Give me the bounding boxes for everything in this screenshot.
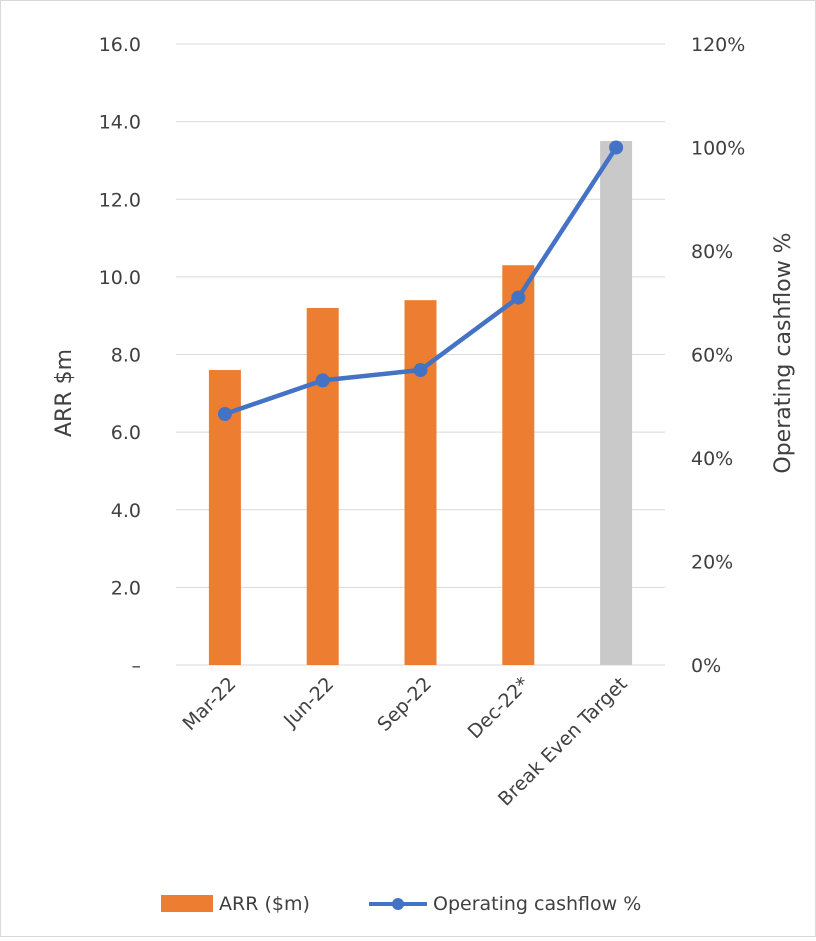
y-tick-label: 8.0 — [111, 345, 141, 367]
line-point — [315, 373, 330, 388]
y2-tick-label: 40% — [691, 448, 733, 470]
x-tick-label: Mar-22 — [178, 673, 240, 735]
x-axis-ticks: Mar-22 Jun-22 Sep-22 Dec-22*Break Even Targ… — [178, 673, 631, 811]
x-tick-label: Sep-22 — [373, 673, 436, 736]
x-tick-label: Jun-22 — [279, 673, 338, 732]
y-axis-title: ARR $m — [52, 349, 77, 437]
y2-axis-ticks: 0% 20% 40% 60% 80% 100% 120% — [691, 34, 745, 677]
y-tick-label: 10.0 — [99, 267, 141, 289]
y-axis-ticks: – 2.0 4.0 6.0 8.0 10.0 12.0 14.0 16.0 — [99, 34, 141, 677]
bar — [306, 307, 339, 665]
y-tick-label: 4.0 — [111, 500, 141, 522]
y-tick-label: 2.0 — [111, 577, 141, 599]
y2-tick-label: 0% — [691, 655, 721, 677]
y2-tick-label: 80% — [691, 241, 733, 263]
y2-tick-label: 100% — [691, 138, 745, 160]
line-point — [217, 407, 232, 422]
y-tick-label: 12.0 — [99, 189, 141, 211]
line-series — [217, 140, 624, 422]
legend-line-label: Operating cashflow % — [433, 893, 641, 915]
bar — [600, 141, 633, 665]
y-tick-label: – — [132, 655, 142, 677]
legend-bar-swatch — [161, 895, 213, 912]
legend-bar-label: ARR ($m) — [219, 893, 310, 915]
line-point — [511, 290, 526, 305]
x-tick-label: Dec-22* — [464, 673, 534, 743]
legend: ARR ($m) Operating cashflow % — [161, 893, 641, 915]
line-point — [413, 363, 428, 378]
bar — [502, 265, 535, 665]
bar — [404, 300, 437, 665]
y-tick-label: 6.0 — [111, 422, 141, 444]
y2-tick-label: 60% — [691, 345, 733, 367]
y-tick-label: 16.0 — [99, 34, 141, 56]
y2-axis-title: Operating cashflow % — [771, 232, 796, 473]
line-point — [609, 140, 624, 155]
y2-tick-label: 120% — [691, 34, 745, 56]
y-tick-label: 14.0 — [99, 112, 141, 134]
legend-line-marker — [392, 898, 404, 910]
y2-tick-label: 20% — [691, 552, 733, 574]
